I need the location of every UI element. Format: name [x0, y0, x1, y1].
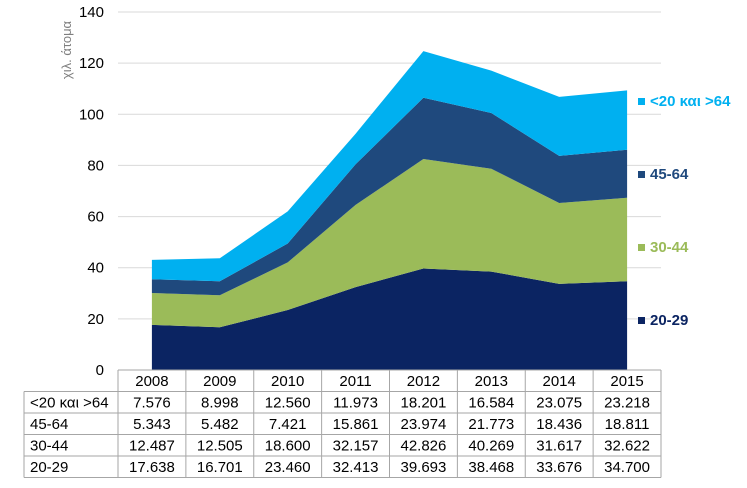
table-cell-45-64-2009: 5.482: [201, 416, 239, 433]
y-tick-label-120: 120: [79, 55, 104, 72]
table-cell-20-29-2009: 16.701: [197, 459, 243, 476]
legend-label-20-29: 20-29: [650, 312, 688, 329]
x-tick-label-2015: 2015: [610, 373, 643, 390]
table-cell-30-44-2008: 12.487: [129, 438, 175, 455]
table-cell-lt20-gt64-2008: 7.576: [133, 395, 171, 412]
table-cell-30-44-2012: 42.826: [400, 438, 446, 455]
x-tick-label-2009: 2009: [203, 373, 236, 390]
legend-label-45-64: 45-64: [650, 166, 689, 183]
y-tick-label-80: 80: [87, 157, 104, 174]
table-cell-45-64-2008: 5.343: [133, 416, 171, 433]
y-tick-label-140: 140: [79, 4, 104, 21]
table-cell-lt20-gt64-2013: 16.584: [468, 395, 514, 412]
area-30-44: [151, 159, 628, 328]
legend-marker-30-44: [638, 244, 645, 251]
legend-label-30-44: 30-44: [650, 239, 689, 256]
table-cell-lt20-gt64-2015: 23.218: [604, 395, 650, 412]
table-cell-lt20-gt64-2014: 23.075: [536, 395, 582, 412]
area-20-29: [151, 268, 628, 370]
table-cell-20-29-2012: 39.693: [400, 459, 446, 476]
table-row-label-30-44: 30-44: [30, 438, 68, 455]
table-cell-20-29-2013: 38.468: [468, 459, 514, 476]
table-cell-30-44-2013: 40.269: [468, 438, 514, 455]
y-tick-label-60: 60: [87, 209, 104, 226]
table-cell-45-64-2012: 23.974: [400, 416, 446, 433]
table-cell-45-64-2011: 15.861: [333, 416, 379, 433]
table-cell-30-44-2011: 32.157: [333, 438, 379, 455]
table-cell-45-64-2014: 18.436: [536, 416, 582, 433]
y-tick-label-20: 20: [87, 311, 104, 328]
legend-label-lt20-gt64: <20 και >64: [650, 93, 731, 110]
table-cell-30-44-2015: 32.622: [604, 438, 650, 455]
x-tick-label-2012: 2012: [407, 373, 440, 390]
table-row-label-20-29: 20-29: [30, 459, 68, 476]
legend-marker-45-64: [638, 171, 645, 178]
table-cell-20-29-2010: 23.460: [265, 459, 311, 476]
y-tick-label-100: 100: [79, 106, 104, 123]
x-tick-label-2013: 2013: [475, 373, 508, 390]
table-cell-lt20-gt64-2010: 12.560: [265, 395, 311, 412]
table-cell-lt20-gt64-2012: 18.201: [400, 395, 446, 412]
y-tick-label-0: 0: [96, 362, 104, 379]
legend-marker-lt20-gt64: [638, 98, 645, 105]
y-tick-label-40: 40: [87, 260, 104, 277]
x-tick-label-2008: 2008: [135, 373, 168, 390]
x-tick-label-2011: 2011: [339, 373, 371, 390]
table-cell-45-64-2013: 21.773: [468, 416, 514, 433]
table-cell-30-44-2014: 31.617: [536, 438, 582, 455]
table-cell-30-44-2010: 18.600: [265, 438, 311, 455]
table-cell-20-29-2014: 33.676: [536, 459, 582, 476]
table-cell-20-29-2011: 32.413: [333, 459, 379, 476]
legend-marker-20-29: [638, 317, 645, 324]
table-cell-lt20-gt64-2009: 8.998: [201, 395, 239, 412]
table-cell-30-44-2009: 12.505: [197, 438, 243, 455]
area-45-64: [151, 97, 628, 296]
table-cell-45-64-2015: 18.811: [605, 416, 650, 433]
table-cell-lt20-gt64-2011: 11.973: [333, 395, 378, 412]
table-row-label-lt20-gt64: <20 και >64: [30, 395, 109, 412]
table-row-label-45-64: 45-64: [30, 416, 68, 433]
table-cell-20-29-2015: 34.700: [604, 459, 650, 476]
table-cell-45-64-2010: 7.421: [269, 416, 307, 433]
x-tick-label-2014: 2014: [543, 373, 576, 390]
table-cell-20-29-2008: 17.638: [129, 459, 175, 476]
y-axis-label: χιλ. άτομα: [59, 20, 74, 79]
x-tick-label-2010: 2010: [271, 373, 304, 390]
area-lt20-gt64: [151, 51, 628, 282]
